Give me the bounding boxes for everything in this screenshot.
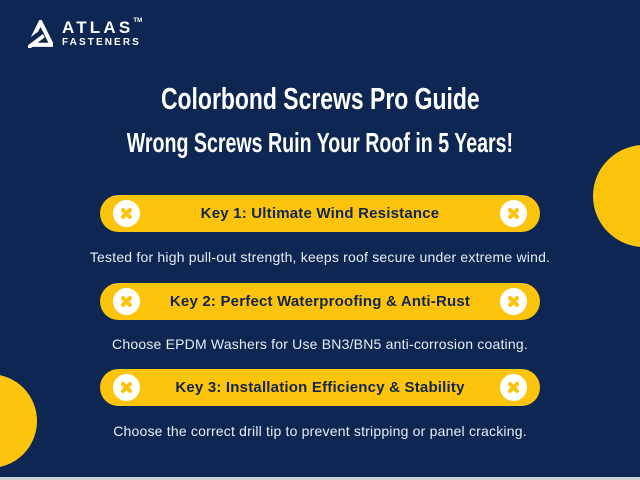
key-banner-1: Key 1: Ultimate Wind Resistance <box>100 195 540 232</box>
x-circle-icon <box>500 374 527 401</box>
page-subtitle: Wrong Screws Ruin Your Roof in 5 Years! <box>126 127 514 158</box>
key-banner-3: Key 3: Installation Efficiency & Stabili… <box>100 369 540 406</box>
x-circle-icon <box>500 200 527 227</box>
trademark-symbol: TM <box>133 18 143 24</box>
brand-subname: FASTENERS <box>62 37 141 48</box>
x-circle-icon <box>113 288 140 315</box>
key-description: Choose the correct drill tip to prevent … <box>113 423 527 439</box>
brand-name: ATLASTM <box>62 18 143 37</box>
key-banner-label: Key 2: Perfect Waterproofing & Anti-Rust <box>169 293 471 310</box>
x-circle-icon <box>113 200 140 227</box>
brand-wordmark: ATLASTM FASTENERS <box>62 18 143 48</box>
decorative-circle-right <box>593 145 640 247</box>
decorative-circle-bottom-left <box>0 374 37 468</box>
key-description: Choose EPDM Washers for Use BN3/BN5 anti… <box>112 336 528 352</box>
atlas-triangle-icon <box>28 19 53 48</box>
brand-logo: ATLASTM FASTENERS <box>28 18 143 48</box>
key-banner-2: Key 2: Perfect Waterproofing & Anti-Rust <box>100 283 540 320</box>
key-description: Tested for high pull-out strength, keeps… <box>89 249 551 265</box>
page-title: Colorbond Screws Pro Guide <box>160 81 480 116</box>
bottom-edge-strip <box>0 477 640 480</box>
key-banner-label: Key 1: Ultimate Wind Resistance <box>200 205 440 222</box>
key-banner-label: Key 3: Installation Efficiency & Stabili… <box>175 379 465 396</box>
x-circle-icon <box>500 288 527 315</box>
x-circle-icon <box>113 374 140 401</box>
